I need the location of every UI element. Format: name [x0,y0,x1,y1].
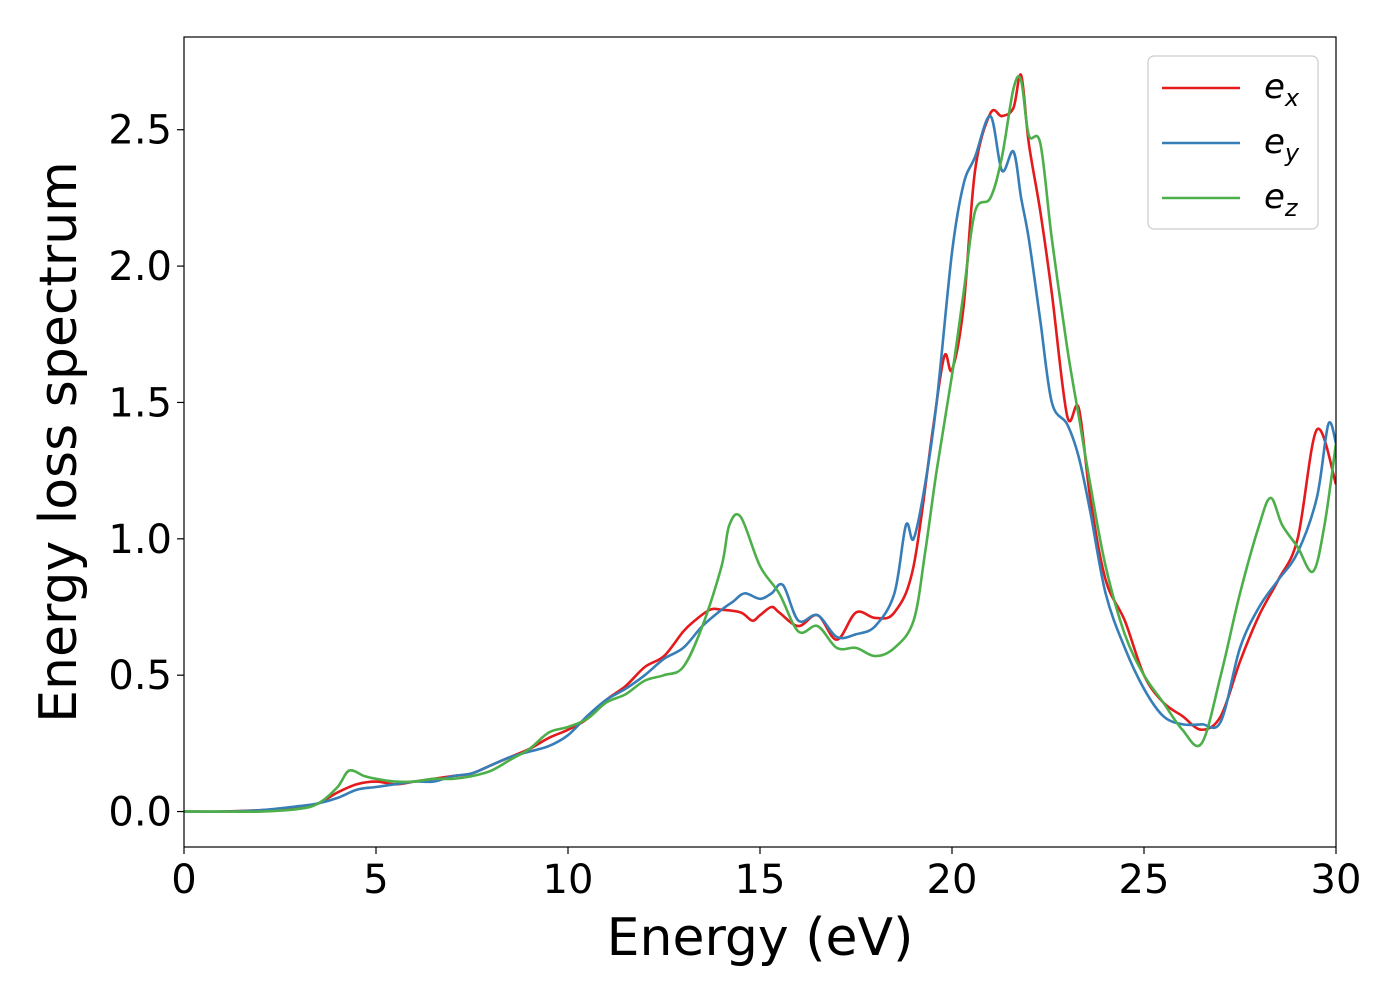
x-tick-label: 30 [1311,857,1362,903]
x-tick-label: 0 [171,857,196,903]
y-axis-label: Energy loss spectrum [29,161,89,723]
y-tick-label: 1.5 [108,380,172,426]
y-axis-ticks: 0.0 0.5 1.0 1.5 2.0 2.5 [108,108,184,836]
x-tick-label: 25 [1119,857,1170,903]
legend-label-y: ey [1264,122,1300,167]
x-tick-label: 20 [927,857,978,903]
x-axis-ticks: 0 5 10 15 20 25 30 [171,847,1361,903]
series-line-z [184,75,1336,814]
x-tick-label: 10 [543,857,594,903]
series-line-y [184,114,1336,813]
series-lines [184,73,1336,814]
plot-area [184,37,1336,847]
x-tick-label: 5 [363,857,388,903]
x-axis-label: Energy (eV) [607,908,914,968]
y-tick-label: 0.0 [108,790,172,836]
y-tick-label: 0.5 [108,653,172,699]
y-tick-label: 2.5 [108,108,172,154]
x-tick-label: 15 [735,857,786,903]
y-tick-label: 1.0 [108,517,172,563]
legend-label-z: ez [1264,177,1299,222]
legend: ex ey ez [1147,55,1319,230]
y-tick-label: 2.0 [108,244,172,290]
legend-label-x: ex [1264,67,1300,112]
